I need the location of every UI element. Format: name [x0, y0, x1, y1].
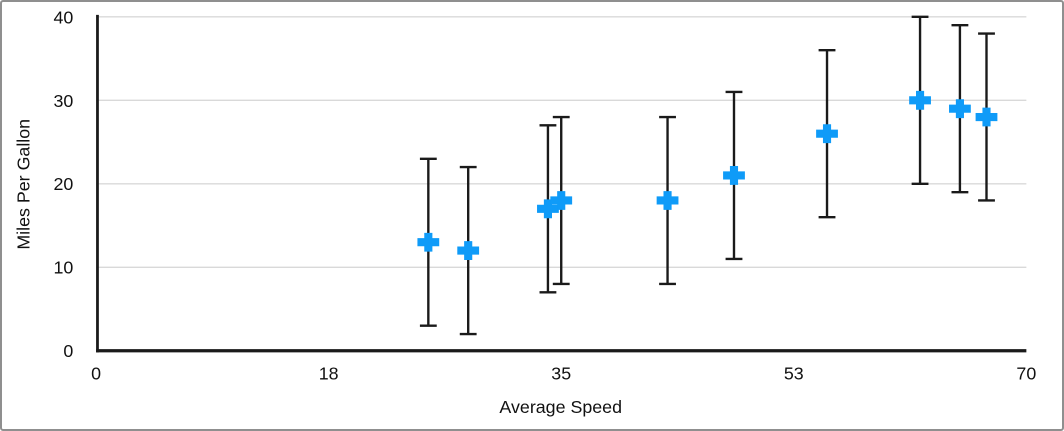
x-tick-label: 35	[551, 363, 571, 383]
data-point-marker	[417, 232, 440, 252]
data-point-marker	[537, 199, 559, 219]
data-point-marker	[909, 90, 931, 110]
x-axis-tick-labels: 0 18 35 53 70	[91, 363, 1036, 383]
y-axis-title: Miles Per Gallon	[14, 119, 34, 250]
data-point-marker	[816, 124, 838, 144]
y-tick-label: 0	[63, 341, 73, 361]
y-tick-label: 30	[53, 91, 73, 111]
axes	[96, 14, 1027, 353]
x-tick-label: 0	[91, 363, 101, 383]
error-bars	[419, 15, 995, 336]
data-point-marker	[550, 191, 573, 210]
x-tick-label: 18	[319, 363, 339, 383]
data-point-marker	[457, 241, 480, 260]
y-tick-label: 20	[53, 174, 73, 194]
data-point-marker	[656, 191, 679, 210]
y-axis-tick-labels: 0 10 20 30 40	[53, 7, 73, 361]
data-point-markers	[417, 90, 998, 260]
x-tick-label: 70	[1016, 363, 1036, 383]
data-point-marker	[975, 107, 998, 127]
data-point-marker	[723, 166, 745, 185]
y-tick-label: 40	[53, 7, 73, 27]
x-axis-title: Average Speed	[499, 397, 622, 417]
x-tick-label: 53	[784, 363, 804, 383]
data-point-marker	[949, 99, 971, 119]
y-tick-label: 10	[53, 258, 73, 278]
